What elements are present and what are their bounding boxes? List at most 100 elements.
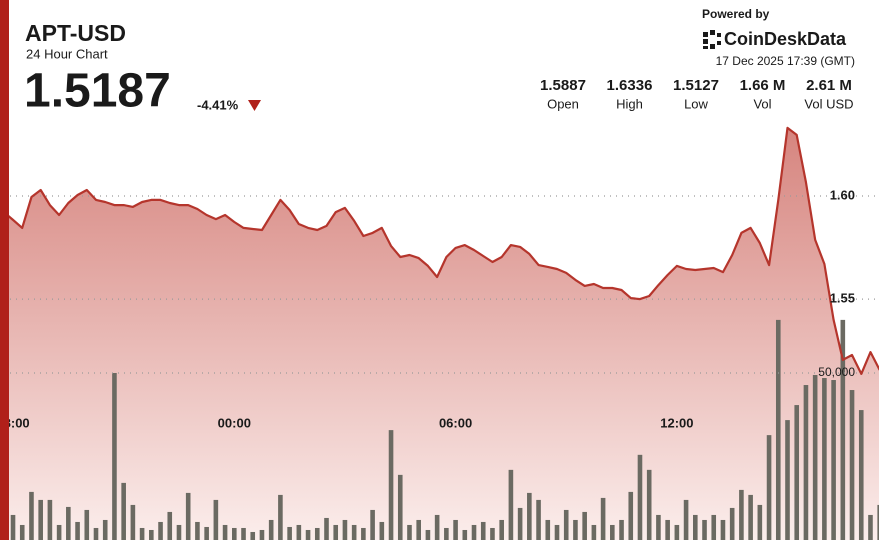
volume-bar bbox=[665, 519, 670, 540]
volume-bar bbox=[434, 514, 440, 540]
volume-bar bbox=[444, 527, 449, 540]
volume-bar bbox=[517, 507, 523, 540]
volume-bar bbox=[812, 375, 818, 540]
volume-bar bbox=[407, 524, 412, 540]
volume-bar bbox=[287, 526, 292, 540]
volume-bar bbox=[213, 499, 219, 540]
volume-bar bbox=[56, 524, 62, 540]
volume-bar bbox=[858, 410, 864, 540]
volume-bar bbox=[536, 499, 541, 540]
volume-bar bbox=[499, 519, 504, 540]
volume-bar bbox=[711, 514, 717, 540]
volume-bar bbox=[471, 524, 477, 540]
volume-bar bbox=[232, 527, 237, 540]
volume-bar bbox=[370, 509, 375, 540]
volume-bar bbox=[204, 526, 209, 540]
volume-bar bbox=[19, 524, 25, 540]
down-arrow bbox=[248, 100, 261, 111]
volume-bar bbox=[610, 524, 615, 540]
volume-bar bbox=[93, 527, 99, 540]
volume-bar bbox=[112, 373, 117, 540]
volume-bar bbox=[185, 492, 191, 540]
volume-bar bbox=[868, 514, 873, 540]
volume-bar bbox=[296, 524, 302, 540]
stat-value: 1.66 M bbox=[740, 77, 786, 94]
volume-bar bbox=[729, 507, 735, 540]
logo-icon bbox=[703, 30, 721, 49]
volume-bar bbox=[490, 527, 495, 540]
volume-bar bbox=[397, 474, 403, 540]
volume-bar bbox=[702, 519, 707, 540]
volume-bar bbox=[130, 504, 136, 540]
volume-bar bbox=[84, 509, 90, 540]
volume-bar bbox=[361, 527, 366, 540]
volume-bar bbox=[480, 521, 486, 540]
volume-bar bbox=[527, 492, 532, 540]
volume-bar bbox=[757, 504, 763, 540]
volume-bar bbox=[637, 454, 643, 540]
volume-bar bbox=[66, 506, 71, 540]
volume-bar bbox=[342, 519, 348, 540]
volume-bar bbox=[803, 385, 809, 540]
timestamp: 17 Dec 2025 17:39 (GMT) bbox=[716, 54, 855, 68]
stat-label: High bbox=[616, 96, 643, 111]
volume-bar bbox=[324, 517, 329, 540]
x-tick-label: 06:00 bbox=[439, 415, 472, 430]
volume-bar bbox=[785, 420, 790, 540]
y-tick-label: 1.55 bbox=[830, 291, 855, 306]
volume-bar bbox=[462, 529, 468, 540]
y2-tick-label: 50,000 bbox=[818, 365, 855, 379]
volume-bar bbox=[121, 482, 126, 540]
volume-bar bbox=[766, 435, 772, 540]
powered-by: Powered by bbox=[702, 7, 770, 21]
volume-bar bbox=[75, 521, 80, 540]
stat-value: 1.6336 bbox=[607, 77, 653, 94]
stat-label: Vol bbox=[753, 96, 771, 111]
volume-bar bbox=[47, 499, 53, 540]
volume-bar bbox=[250, 531, 256, 540]
stat-label: Open bbox=[547, 96, 579, 111]
volume-bar bbox=[720, 519, 726, 540]
price: 1.5187 bbox=[24, 65, 171, 118]
volume-bar bbox=[453, 519, 458, 540]
volume-bar bbox=[38, 499, 43, 540]
volume-bar bbox=[388, 430, 394, 540]
symbol: APT-USD bbox=[25, 20, 126, 46]
stats: 1.5887 Open 1.6336 High 1.5127 Low 1.66 M Vol 2.… bbox=[540, 77, 854, 111]
volume-bar bbox=[259, 529, 265, 540]
volume-bar bbox=[656, 514, 661, 540]
volume-bar bbox=[748, 494, 753, 540]
volume-bar bbox=[831, 380, 836, 540]
x-tick-label: 00:00 bbox=[218, 415, 251, 430]
stat-value: 1.5127 bbox=[673, 77, 719, 94]
volume-bar bbox=[582, 511, 587, 540]
volume-bar bbox=[840, 319, 846, 540]
volume-bar bbox=[268, 519, 274, 540]
volume-bar bbox=[849, 390, 855, 540]
volume-bar bbox=[314, 527, 320, 540]
price-area bbox=[3, 127, 879, 540]
volume-bar bbox=[29, 491, 34, 540]
volume-bar bbox=[693, 514, 698, 540]
volume-bar bbox=[794, 405, 800, 540]
volume-bar bbox=[619, 519, 624, 540]
volume-bar bbox=[278, 494, 283, 540]
volume-bar bbox=[877, 504, 879, 540]
volume-bar bbox=[628, 491, 634, 540]
volume-bar bbox=[573, 519, 578, 540]
volume-bar bbox=[508, 469, 514, 540]
accent-strip bbox=[0, 0, 9, 540]
volume-bar bbox=[379, 521, 385, 540]
volume-bar bbox=[416, 519, 421, 540]
brand: CoinDeskData bbox=[724, 29, 847, 49]
volume-bar bbox=[195, 521, 200, 540]
volume-bar bbox=[822, 378, 827, 540]
volume-bar bbox=[554, 524, 560, 540]
stat-value: 2.61 M bbox=[806, 77, 852, 94]
volume-bar bbox=[222, 524, 228, 540]
change: -4.41% bbox=[197, 97, 239, 112]
volume-bar bbox=[167, 511, 173, 540]
volume-bar bbox=[333, 524, 339, 540]
